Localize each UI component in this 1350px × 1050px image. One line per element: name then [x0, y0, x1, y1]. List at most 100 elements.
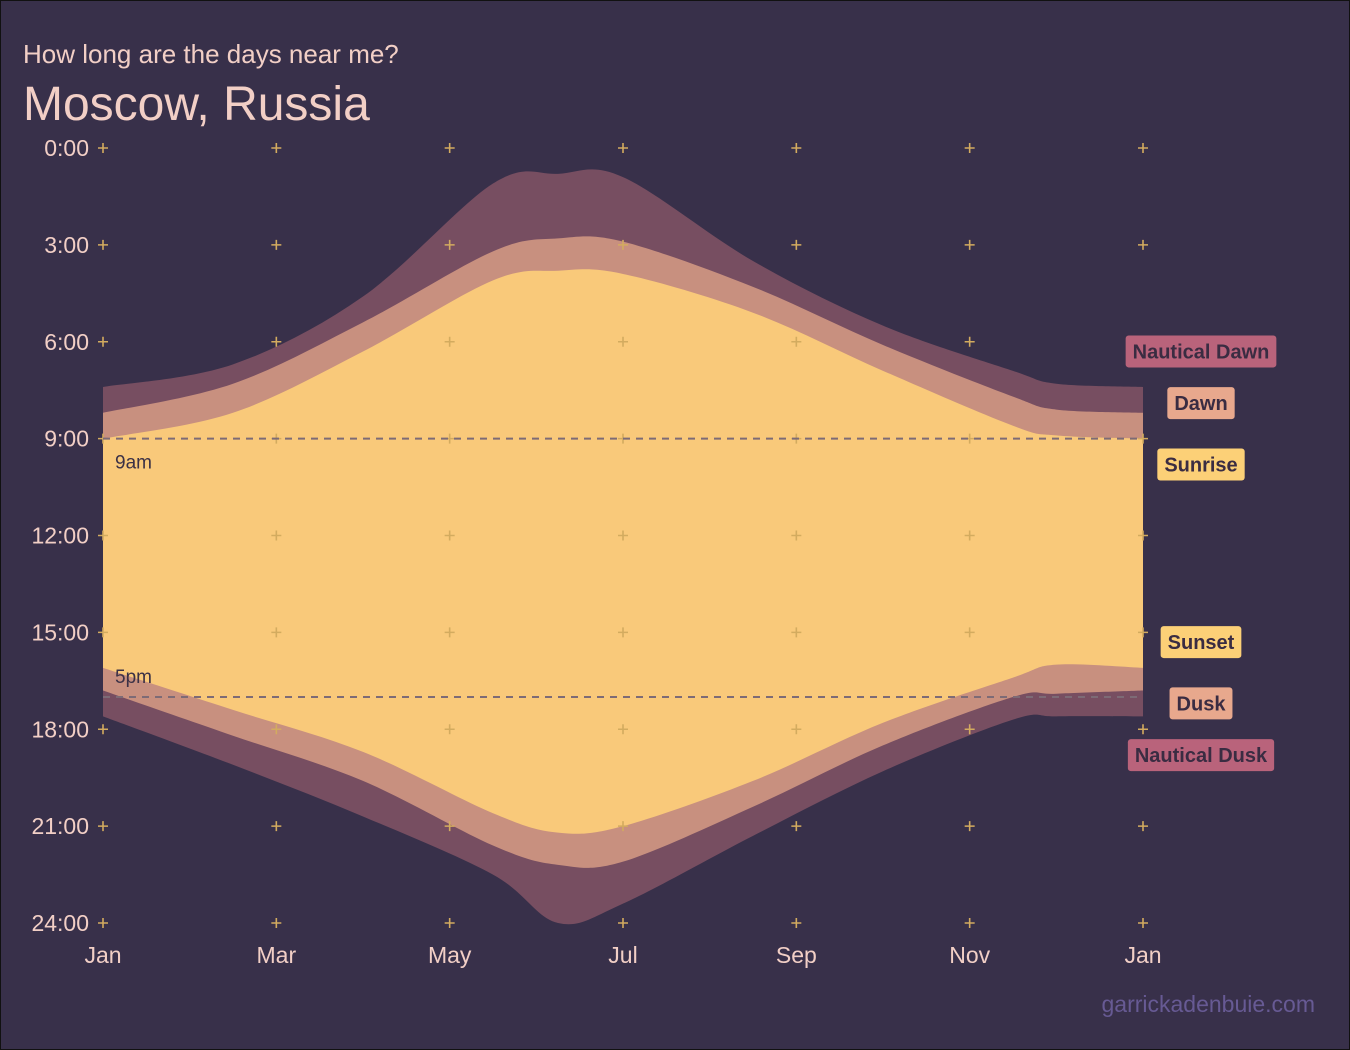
- reference-label-9am: 9am: [115, 453, 152, 474]
- y-tick-label: 18:00: [31, 716, 89, 742]
- grid-marker: [791, 724, 802, 735]
- grid-marker: [1138, 530, 1148, 541]
- grid-marker: [444, 530, 455, 541]
- grid-marker: [271, 336, 282, 347]
- end-label-nautical-dusk: Nautical Dusk: [1127, 739, 1275, 772]
- grid-marker: [444, 143, 455, 153]
- x-tick-label: Jan: [1124, 942, 1161, 968]
- x-tick-label: Jul: [608, 942, 637, 968]
- end-label-text: Sunset: [1168, 632, 1235, 654]
- grid-marker: [271, 918, 282, 928]
- grid-marker: [1138, 821, 1148, 832]
- x-axis: Jan Mar May Jul Sep Nov Jan: [84, 942, 1161, 968]
- grid-marker: [964, 530, 975, 541]
- grid-marker: [444, 724, 455, 735]
- end-label-box: [1157, 448, 1245, 481]
- x-tick-label: Sep: [776, 942, 817, 968]
- end-label-text: Dusk: [1177, 693, 1227, 715]
- grid-marker: [1138, 433, 1148, 444]
- end-label-text: Sunrise: [1164, 454, 1237, 476]
- grid-marker: [444, 239, 455, 250]
- reference-label-5pm: 5pm: [115, 667, 152, 688]
- end-label-text: Nautical Dusk: [1135, 745, 1268, 767]
- grid-marker: [271, 143, 282, 153]
- x-tick-label: Mar: [257, 942, 297, 968]
- end-label-layer: Nautical Dawn Dawn Sunrise Sunset Dusk Nautic…: [1125, 335, 1277, 772]
- grid-marker: [964, 239, 975, 250]
- grid-marker: [98, 724, 108, 735]
- grid-marker: [964, 821, 975, 832]
- grid-marker: [618, 239, 628, 250]
- grid-marker: [98, 336, 108, 347]
- grid-marker: [98, 627, 108, 638]
- x-tick-label: Nov: [949, 942, 990, 968]
- grid-marker: [791, 627, 802, 638]
- grid-marker: [98, 143, 108, 153]
- end-label-box: [1125, 335, 1277, 368]
- grid-marker: [1138, 143, 1148, 153]
- grid-marker: [964, 143, 975, 153]
- grid-marker: [1138, 724, 1148, 735]
- y-tick-label: 24:00: [31, 910, 89, 936]
- grid-marker: [964, 918, 975, 928]
- grid-marker: [618, 143, 628, 153]
- chart-title: Moscow, Russia: [23, 78, 370, 131]
- grid-marker: [444, 918, 455, 928]
- y-tick-label: 12:00: [31, 523, 89, 549]
- y-tick-label: 9:00: [44, 426, 89, 452]
- grid-marker: [618, 821, 628, 832]
- end-label-text: Dawn: [1174, 393, 1227, 415]
- grid-marker: [444, 627, 455, 638]
- end-label-box: [1167, 387, 1235, 420]
- end-label-dawn: Dawn: [1167, 387, 1235, 420]
- end-label-sunset: Sunset: [1160, 626, 1242, 659]
- grid-marker: [1138, 627, 1148, 638]
- grid-marker: [271, 724, 282, 735]
- grid-marker: [791, 918, 802, 928]
- end-label-text: Nautical Dawn: [1133, 341, 1270, 363]
- x-tick-label: Jan: [84, 942, 121, 968]
- grid-marker: [618, 530, 628, 541]
- y-tick-label: 3:00: [44, 232, 89, 258]
- grid-marker: [271, 530, 282, 541]
- grid-marker: [618, 918, 628, 928]
- grid-marker: [271, 821, 282, 832]
- x-tick-label: May: [428, 942, 472, 968]
- end-label-dusk: Dusk: [1169, 687, 1233, 720]
- grid-marker: [271, 239, 282, 250]
- grid-marker: [964, 627, 975, 638]
- grid-marker: [618, 627, 628, 638]
- y-axis: 0:00 3:00 6:00 9:00 12:00 15:00 18:00 21:00 24:0…: [31, 135, 89, 936]
- grid-marker: [791, 530, 802, 541]
- end-label-box: [1160, 626, 1242, 659]
- grid-marker: [98, 530, 108, 541]
- reference-layer: 9am 5pm: [103, 437, 1143, 698]
- grid-marker: [791, 143, 802, 153]
- chart-subtitle: How long are the days near me?: [23, 39, 399, 69]
- grid-marker: [1138, 918, 1148, 928]
- grid-marker: [791, 821, 802, 832]
- grid-marker: [791, 239, 802, 250]
- band-layer: [103, 169, 1143, 925]
- end-label-sunrise: Sunrise: [1157, 448, 1245, 481]
- end-label-box: [1127, 739, 1275, 772]
- grid-marker: [98, 918, 108, 928]
- grid-marker: [964, 336, 975, 347]
- grid-marker: [618, 724, 628, 735]
- grid-marker: [618, 336, 628, 347]
- grid-marker: [964, 724, 975, 735]
- y-tick-label: 21:00: [31, 813, 89, 839]
- grid-marker: [1138, 239, 1148, 250]
- grid-marker: [791, 336, 802, 347]
- grid-marker: [444, 821, 455, 832]
- y-tick-label: 0:00: [44, 135, 89, 161]
- grid-marker: [98, 239, 108, 250]
- caption-credit: garrickadenbuie.com: [1101, 991, 1315, 1017]
- y-tick-label: 15:00: [31, 619, 89, 645]
- end-label-box: [1169, 687, 1233, 720]
- grid-marker: [444, 336, 455, 347]
- grid-marker: [98, 821, 108, 832]
- y-tick-label: 6:00: [44, 329, 89, 355]
